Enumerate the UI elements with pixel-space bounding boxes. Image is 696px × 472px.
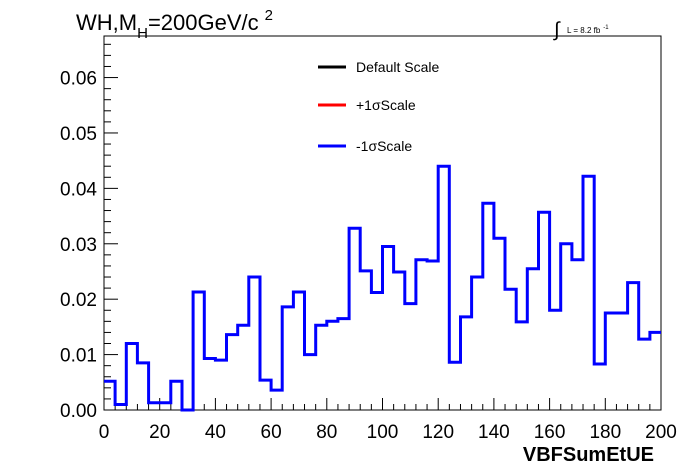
x-tick-label: 140: [478, 422, 510, 443]
y-tick-label: 0.00: [60, 401, 97, 422]
y-tick-label: 0.04: [60, 179, 97, 200]
x-tick-label: 200: [645, 422, 677, 443]
y-tick-label: 0.01: [60, 346, 97, 367]
x-tick-label: 100: [367, 422, 399, 443]
x-tick-label: 160: [534, 422, 566, 443]
x-tick-label: 180: [589, 422, 621, 443]
title-subscript: H: [137, 25, 148, 42]
lumi-text: L = 8.2 fb: [567, 26, 601, 35]
x-tick-label: 0: [99, 422, 110, 443]
legend-label-default: Default Scale: [356, 59, 439, 75]
y-tick-label: 0.05: [60, 124, 97, 145]
y-tick-labels: 0.00 0.01 0.02 0.03 0.04 0.05 0.06: [60, 69, 97, 422]
y-tick-label: 0.03: [60, 235, 97, 256]
y-tick-label: 0.02: [60, 290, 97, 311]
x-tick-label: 80: [316, 422, 337, 443]
legend-label-minus-sigma: -1σScale: [356, 138, 412, 154]
title-superscript: 2: [265, 7, 273, 24]
x-axis-label: VBFSumEtUE: [523, 444, 654, 466]
x-tick-label: 120: [422, 422, 454, 443]
lumi-label: L = 8.2 fb -1: [567, 25, 609, 35]
title-main: WH,M: [76, 10, 137, 35]
x-tick-labels: 0 20 40 60 80 100 120 140 160 180 200: [99, 422, 677, 443]
x-tick-label: 40: [205, 422, 226, 443]
legend-label-plus-sigma: +1σScale: [356, 97, 416, 113]
x-tick-label: 60: [261, 422, 282, 443]
plot-frame: [103, 35, 662, 411]
chart-title: WH,MH=200GeV/c 2: [76, 7, 273, 42]
legend: Default Scale +1σScale -1σScale: [318, 59, 439, 154]
lumi-superscript: -1: [603, 25, 609, 31]
x-tick-label: 20: [149, 422, 170, 443]
title-rest: =200GeV/c: [148, 10, 259, 35]
lumi-integral-symbol: ∫: [553, 19, 561, 41]
axis-ticks: [103, 43, 662, 411]
y-tick-label: 0.06: [60, 69, 97, 90]
series-minus-one-sigma-line: [104, 164, 661, 412]
